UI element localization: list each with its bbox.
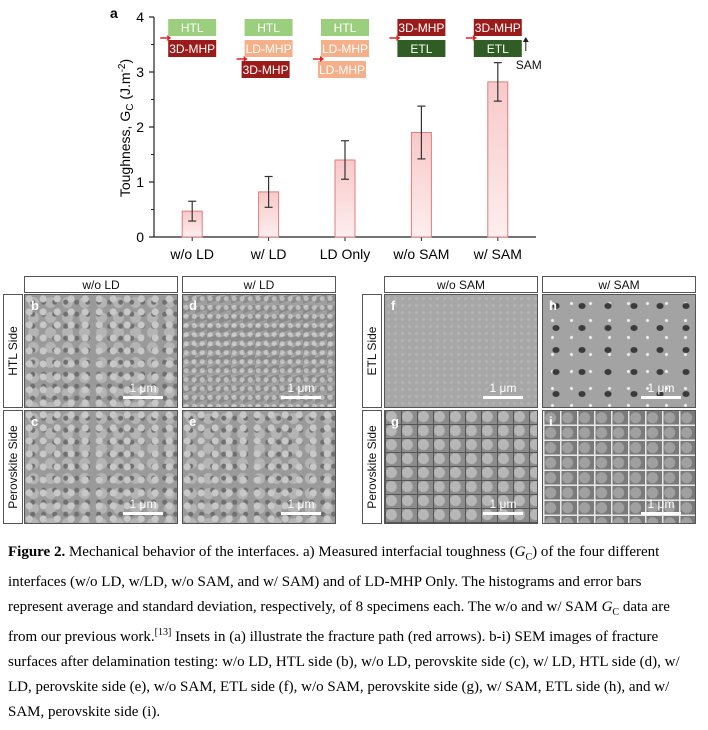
inset-layer-label: 3D-MHP <box>243 63 289 77</box>
inset-layer-label: HTL <box>181 21 204 35</box>
y-tick-label: 0 <box>136 229 144 245</box>
sem-panel-label: e <box>189 414 197 429</box>
inset-layer <box>244 19 293 36</box>
fracture-arrowhead <box>320 56 324 62</box>
row-header-perovskite-side-left: Perovskite Side <box>3 410 23 524</box>
y-tick-label: 4 <box>136 9 144 25</box>
x-tick-label: w/ SAM <box>473 246 522 262</box>
sem-panel-label: f <box>391 298 396 313</box>
inset-layer <box>318 61 366 78</box>
sem-panel-f: f 1 μm <box>384 294 538 408</box>
column-header-wo-sam: w/o SAM <box>384 276 538 293</box>
fracture-arrowhead <box>243 56 248 62</box>
scale-bar <box>281 396 321 399</box>
sem-panel-d: d 1 μm <box>182 294 336 408</box>
fracture-arrowhead <box>472 35 477 41</box>
inset-layer <box>321 19 369 36</box>
caption-text-2: ) of the four different interfaces (w/o … <box>8 544 660 615</box>
scale-bar-label: 1 μm <box>489 497 517 511</box>
inset-layer-label: HTL <box>257 21 280 35</box>
column-header-w-ld: w/ LD <box>182 276 336 293</box>
inset-layer-label: 3D-MHP <box>169 42 215 56</box>
inset-layer-label: 3D-MHP <box>475 21 521 35</box>
scale-bar <box>281 512 321 515</box>
sem-panel-label: g <box>391 414 399 429</box>
inset-layer <box>321 40 369 57</box>
chart-insets: HTL 3D-MHP HTL LD-MHP 3D-MHP HTL LD-MHP LD-MHP 3… <box>160 19 542 78</box>
row-header-perovskite-side-right: Perovskite Side <box>362 410 382 524</box>
caption-gc-subscript-2: C <box>612 607 620 618</box>
caption-text-1: Mechanical behavior of the interfaces. a… <box>65 544 515 560</box>
caption-text-3: data are from our previous work. <box>8 599 670 645</box>
fracture-arrowhead <box>396 35 401 41</box>
inset-layer <box>473 40 522 57</box>
inset-layer <box>473 19 522 36</box>
inset-layer-label: 3D-MHP <box>398 21 444 35</box>
x-tick-label: w/o LD <box>169 246 214 262</box>
panel-label-a: a <box>110 5 118 21</box>
scale-bar-label: 1 μm <box>647 381 675 395</box>
scale-bar-label: 1 μm <box>647 497 675 511</box>
figure-caption: Figure 2. Mechanical behavior of the int… <box>8 540 700 725</box>
fracture-arrowhead <box>167 35 172 41</box>
sem-panel-b: b 1 μm <box>24 294 178 408</box>
y-tick-label: 1 <box>136 174 144 190</box>
column-header-wo-ld: w/o LD <box>24 276 178 293</box>
bar <box>487 81 509 238</box>
x-tick-label: w/ LD <box>250 246 287 262</box>
column-header-w-sam: w/ SAM <box>542 276 696 293</box>
x-tick-label: LD Only <box>320 246 371 262</box>
scale-bar <box>123 512 163 515</box>
scale-bar-label: 1 μm <box>287 497 315 511</box>
sem-panel-c: c 1 μm <box>24 410 178 524</box>
inset-layer <box>397 19 446 36</box>
scale-bar-label: 1 μm <box>489 381 517 395</box>
inset-layer-label: LD-MHP <box>246 42 292 56</box>
scale-bar-label: 1 μm <box>129 497 157 511</box>
inset-layer-label: HTL <box>334 21 357 35</box>
sem-panel-label: b <box>31 298 39 313</box>
x-tick-label: w/o SAM <box>392 246 449 262</box>
sem-panel-label: h <box>549 298 557 313</box>
caption-text-4: Insets in (a) illustrate the fracture pa… <box>8 629 680 720</box>
caption-gc-symbol: G <box>514 544 526 560</box>
scale-bar-label: 1 μm <box>287 381 315 395</box>
inset-layer <box>397 40 446 57</box>
sem-panel-h: h 1 μm <box>542 294 696 408</box>
sam-pointer-head <box>522 37 529 42</box>
chart-bars <box>181 62 509 238</box>
inset-layer-label: LD-MHP <box>319 63 365 77</box>
y-tick-label: 2 <box>136 119 144 135</box>
caption-title: Figure 2. <box>8 544 66 560</box>
caption-gc-symbol-2: G <box>601 599 613 615</box>
scale-bar <box>483 512 523 515</box>
sem-panel-g: g 1 μm <box>384 410 538 524</box>
inset-layer-label: ETL <box>487 42 509 56</box>
sam-label: SAM <box>516 58 542 72</box>
inset-layer-label: ETL <box>410 42 432 56</box>
scale-bar <box>641 512 681 515</box>
toughness-bar-chart: a Toughness, GC (J.m-2) 0 1 2 3 4 w/o LD w/ LD… <box>110 5 542 262</box>
scale-bar-label: 1 μm <box>129 381 157 395</box>
sem-panel-label: d <box>189 298 197 313</box>
scale-bar <box>641 396 681 399</box>
y-axis-label: Toughness, GC (J.m-2) <box>117 59 136 197</box>
sem-panel-e: e 1 μm <box>182 410 336 524</box>
sem-panel-i: i 1 μm <box>542 410 696 524</box>
row-header-etl-side: ETL Side <box>362 294 382 408</box>
scale-bar <box>483 396 523 399</box>
row-header-htl-side: HTL Side <box>3 294 23 408</box>
inset-layer <box>241 61 290 78</box>
caption-gc-subscript: C <box>525 552 533 563</box>
inset-layer <box>168 40 217 57</box>
inset-layer <box>168 19 217 36</box>
caption-reference: [13] <box>154 627 172 638</box>
chart-axes: 0 1 2 3 4 w/o LD w/ LD LD Only w/o SAM w/ SAM <box>136 9 536 262</box>
sem-panel-label: i <box>549 414 553 429</box>
inset-layer-label: LD-MHP <box>322 42 368 56</box>
y-tick-label: 3 <box>136 64 144 80</box>
sem-panel-label: c <box>31 414 39 429</box>
scale-bar <box>123 396 163 399</box>
inset-layer <box>244 40 293 57</box>
